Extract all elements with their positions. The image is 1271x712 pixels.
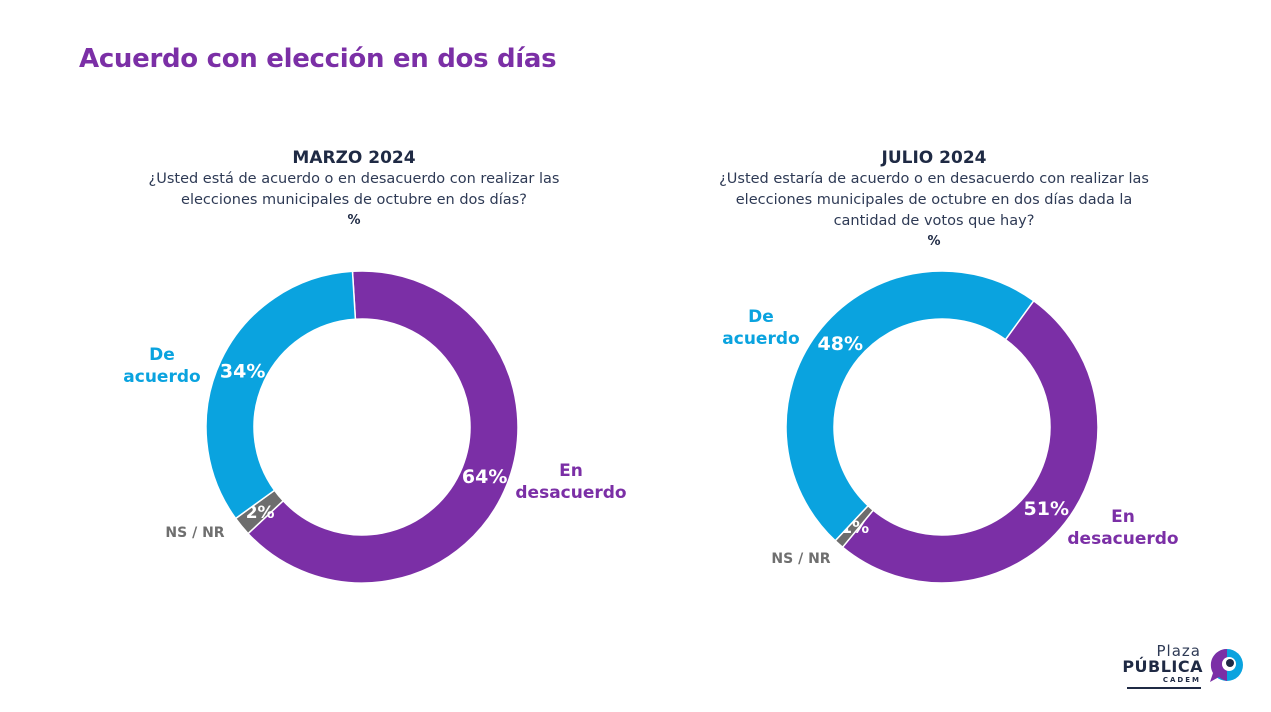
speech-bubble-icon [1210, 648, 1243, 682]
unit-label: % [347, 213, 361, 228]
donut-slice-en-desacuerdo [247, 270, 519, 584]
slice-value-label: 34% [220, 361, 265, 383]
category-label-en-desacuerdo: En desacuerdo [1058, 506, 1188, 550]
logo-text-plaza: Plaza [1156, 642, 1201, 660]
category-label-en-desacuerdo: En desacuerdo [506, 460, 636, 504]
page-title: Acuerdo con elección en dos días [79, 44, 557, 74]
slice-value-label: 2% [246, 503, 275, 523]
label-line: De [149, 345, 175, 365]
category-label-ns-nr: NS / NR [771, 551, 831, 567]
panel-header-marzo: MARZO 2024 ¿Usted está de acuerdo o en d… [134, 147, 574, 231]
survey-question: ¿Usted está de acuerdo o en desacuerdo c… [148, 171, 560, 208]
label-line: acuerdo [722, 329, 800, 349]
label-line: desacuerdo [1067, 529, 1179, 549]
slice-value-label: 64% [462, 466, 507, 488]
slice-value-label: 51% [1024, 498, 1069, 520]
logo-underline [1127, 687, 1201, 689]
unit-label: % [927, 234, 941, 249]
period-title: MARZO 2024 [292, 148, 416, 168]
category-label-de-acuerdo: De acuerdo [711, 306, 811, 350]
donut-slice-en-desacuerdo [841, 299, 1099, 584]
slice-value-label: 48% [818, 333, 863, 355]
survey-question: ¿Usted estaría de acuerdo o en desacuerd… [719, 171, 1149, 229]
label-line: En [1111, 507, 1135, 527]
label-line: En [559, 461, 583, 481]
label-line: acuerdo [123, 367, 201, 387]
category-label-de-acuerdo: De acuerdo [112, 344, 212, 388]
label-line: desacuerdo [515, 483, 627, 503]
logo-text-publica: PÚBLICA [1122, 657, 1203, 676]
donut-slice-de-acuerdo [785, 270, 1035, 542]
label-line: De [748, 307, 774, 327]
period-title: JULIO 2024 [881, 148, 987, 168]
panel-header-julio: JULIO 2024 ¿Usted estaría de acuerdo o e… [709, 147, 1159, 252]
category-label-ns-nr: NS / NR [165, 525, 225, 541]
logo-text-cadem: CADEM [1162, 676, 1201, 684]
donut-slice-de-acuerdo [205, 270, 357, 520]
plaza-publica-cadem-logo: Plaza PÚBLICA CADEM [1122, 642, 1247, 694]
